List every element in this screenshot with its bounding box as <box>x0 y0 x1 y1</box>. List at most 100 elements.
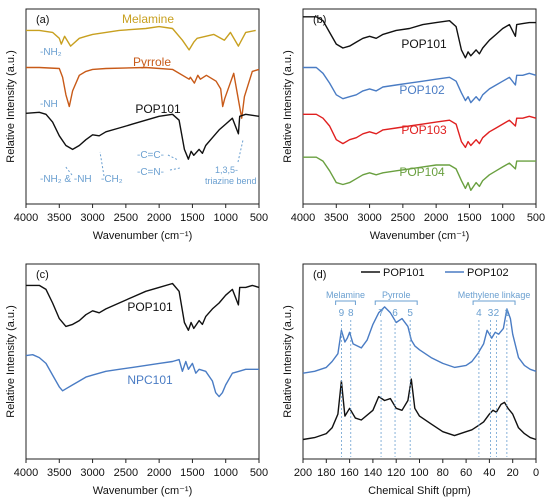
x-tick-label: 1500 <box>180 212 204 224</box>
x-axis-label: Chemical Shift (ppm) <box>368 485 471 497</box>
series-line-pop101 <box>303 16 536 59</box>
x-tick-label: 1000 <box>213 467 237 479</box>
series-label-pop101: POP101 <box>401 37 447 51</box>
x-tick-label: 100 <box>410 467 428 479</box>
series-line-pop101 <box>25 111 260 160</box>
series-line-pop102 <box>302 306 537 374</box>
annotation-triazine-1: 1,3,5- <box>215 165 238 175</box>
panel-label: (a) <box>36 14 49 26</box>
series-line-pop101 <box>302 378 537 441</box>
x-tick-label: 180 <box>317 467 335 479</box>
series-label-melamine: Melamine <box>122 12 174 26</box>
series-line-pop102 <box>303 66 537 104</box>
annotation-nh2: -NH₂ <box>40 47 62 58</box>
series-label-pyrrole: Pyrrole <box>133 55 171 69</box>
annotation-arrow <box>64 165 73 176</box>
panel-label: (c) <box>36 269 49 281</box>
y-axis-label: Relative Intensity (a.u.) <box>282 305 294 418</box>
x-tick-label: 1500 <box>180 467 204 479</box>
annotation-nh2-nh: -NH₂ & -NH <box>40 174 92 185</box>
panel-a: 4000 3500 3000 2500 2000 1500 1000 500 Wavenumbe… <box>5 8 268 242</box>
x-tick-label: 20 <box>507 467 519 479</box>
annotation-nh: -NH <box>40 99 58 110</box>
group-bracket-methylene <box>472 300 516 305</box>
annotation-arrow <box>99 151 105 177</box>
y-axis-label: Relative Intensity (a.u.) <box>282 50 294 163</box>
plot-frame <box>302 8 537 205</box>
x-tick-label: 40 <box>483 467 495 479</box>
peak-number: 9 <box>339 308 345 319</box>
series-line-npc101 <box>25 354 259 398</box>
series-label-pop103: POP103 <box>401 123 447 137</box>
x-tick-label: 4000 <box>291 212 315 224</box>
group-label-pyrrole: Pyrrole <box>382 290 411 300</box>
annotation-cn: -C=N- <box>137 167 164 178</box>
x-tick-label: 1000 <box>213 212 237 224</box>
peak-number: 6 <box>392 308 398 319</box>
x-tick-label: 500 <box>250 212 268 224</box>
x-tick-label: 3000 <box>80 212 104 224</box>
x-tick-label: 500 <box>527 212 545 224</box>
series-label-pop101: POP101 <box>127 300 173 314</box>
x-tick-label: 1000 <box>490 212 514 224</box>
legend-label-pop101: POP101 <box>383 267 425 279</box>
x-tick-label: 4000 <box>14 467 38 479</box>
x-tick-label: 200 <box>294 467 312 479</box>
x-tick-label: 0 <box>533 467 539 479</box>
legend-label-pop102: POP102 <box>467 267 509 279</box>
x-tick-label: 2500 <box>114 212 138 224</box>
x-tick-label: 60 <box>460 467 472 479</box>
annotation-ch2: -CH₂ <box>101 174 123 185</box>
x-tick-label: 1500 <box>457 212 481 224</box>
x-axis-label: Wavenumber (cm⁻¹) <box>370 230 470 242</box>
group-bracket-pyrrole <box>374 300 418 305</box>
annotation-cc: -C=C- <box>137 150 164 161</box>
x-tick-label: 2500 <box>114 467 138 479</box>
x-tick-label: 4000 <box>14 212 38 224</box>
x-tick-label: 80 <box>437 467 449 479</box>
group-bracket-melamine <box>335 300 356 305</box>
x-tick-label: 3000 <box>357 212 381 224</box>
y-axis-label: Relative Intensity (a.u.) <box>5 305 17 418</box>
series-line-pop103 <box>303 113 537 149</box>
peak-number: 7 <box>378 308 384 319</box>
peak-number: 2 <box>494 308 500 319</box>
annotation-arrow <box>237 139 244 163</box>
series-line-pop101 <box>26 282 260 331</box>
x-tick-label: 120 <box>387 467 405 479</box>
peak-number: 5 <box>407 308 413 319</box>
y-axis-label: Relative Intensity (a.u.) <box>5 50 17 163</box>
peak-number: 1 <box>504 308 510 319</box>
x-tick-label: 3500 <box>47 212 71 224</box>
plot-frame <box>25 263 260 460</box>
series-line-melamine <box>26 25 256 51</box>
peak-number: 3 <box>488 308 494 319</box>
annotation-arrow <box>167 154 179 161</box>
series-line-pop104 <box>303 156 536 191</box>
x-axis-label: Wavenumber (cm⁻¹) <box>93 230 193 242</box>
annotation-arrow <box>169 167 181 171</box>
x-tick-label: 3500 <box>324 212 348 224</box>
x-tick-label: 2000 <box>147 212 171 224</box>
x-tick-label: 160 <box>340 467 358 479</box>
plot-frame <box>25 8 260 205</box>
series-label-pop102: POP102 <box>399 83 445 97</box>
x-tick-label: 2000 <box>424 212 448 224</box>
x-tick-label: 140 <box>364 467 382 479</box>
series-line-pyrrole <box>26 66 260 119</box>
panel-c: 4000 3500 3000 2500 2000 1500 1000 500 Wavenumbe… <box>5 263 268 497</box>
group-label-melamine: Melamine <box>326 290 365 300</box>
group-label-methylene: Methylene linkage <box>458 290 531 300</box>
series-label-pop104: POP104 <box>399 165 445 179</box>
panel-b: 4000 3500 3000 2500 2000 1500 1000 500 Wavenumbe… <box>282 8 545 242</box>
annotation-triazine-2: triazine bend <box>205 176 257 186</box>
peak-number: 4 <box>476 308 482 319</box>
series-label-pop101: POP101 <box>135 102 181 116</box>
peak-number: 8 <box>348 308 354 319</box>
x-tick-label: 2000 <box>147 467 171 479</box>
x-tick-label: 2500 <box>391 212 415 224</box>
series-label-npc101: NPC101 <box>127 373 173 387</box>
x-tick-label: 3500 <box>47 467 71 479</box>
